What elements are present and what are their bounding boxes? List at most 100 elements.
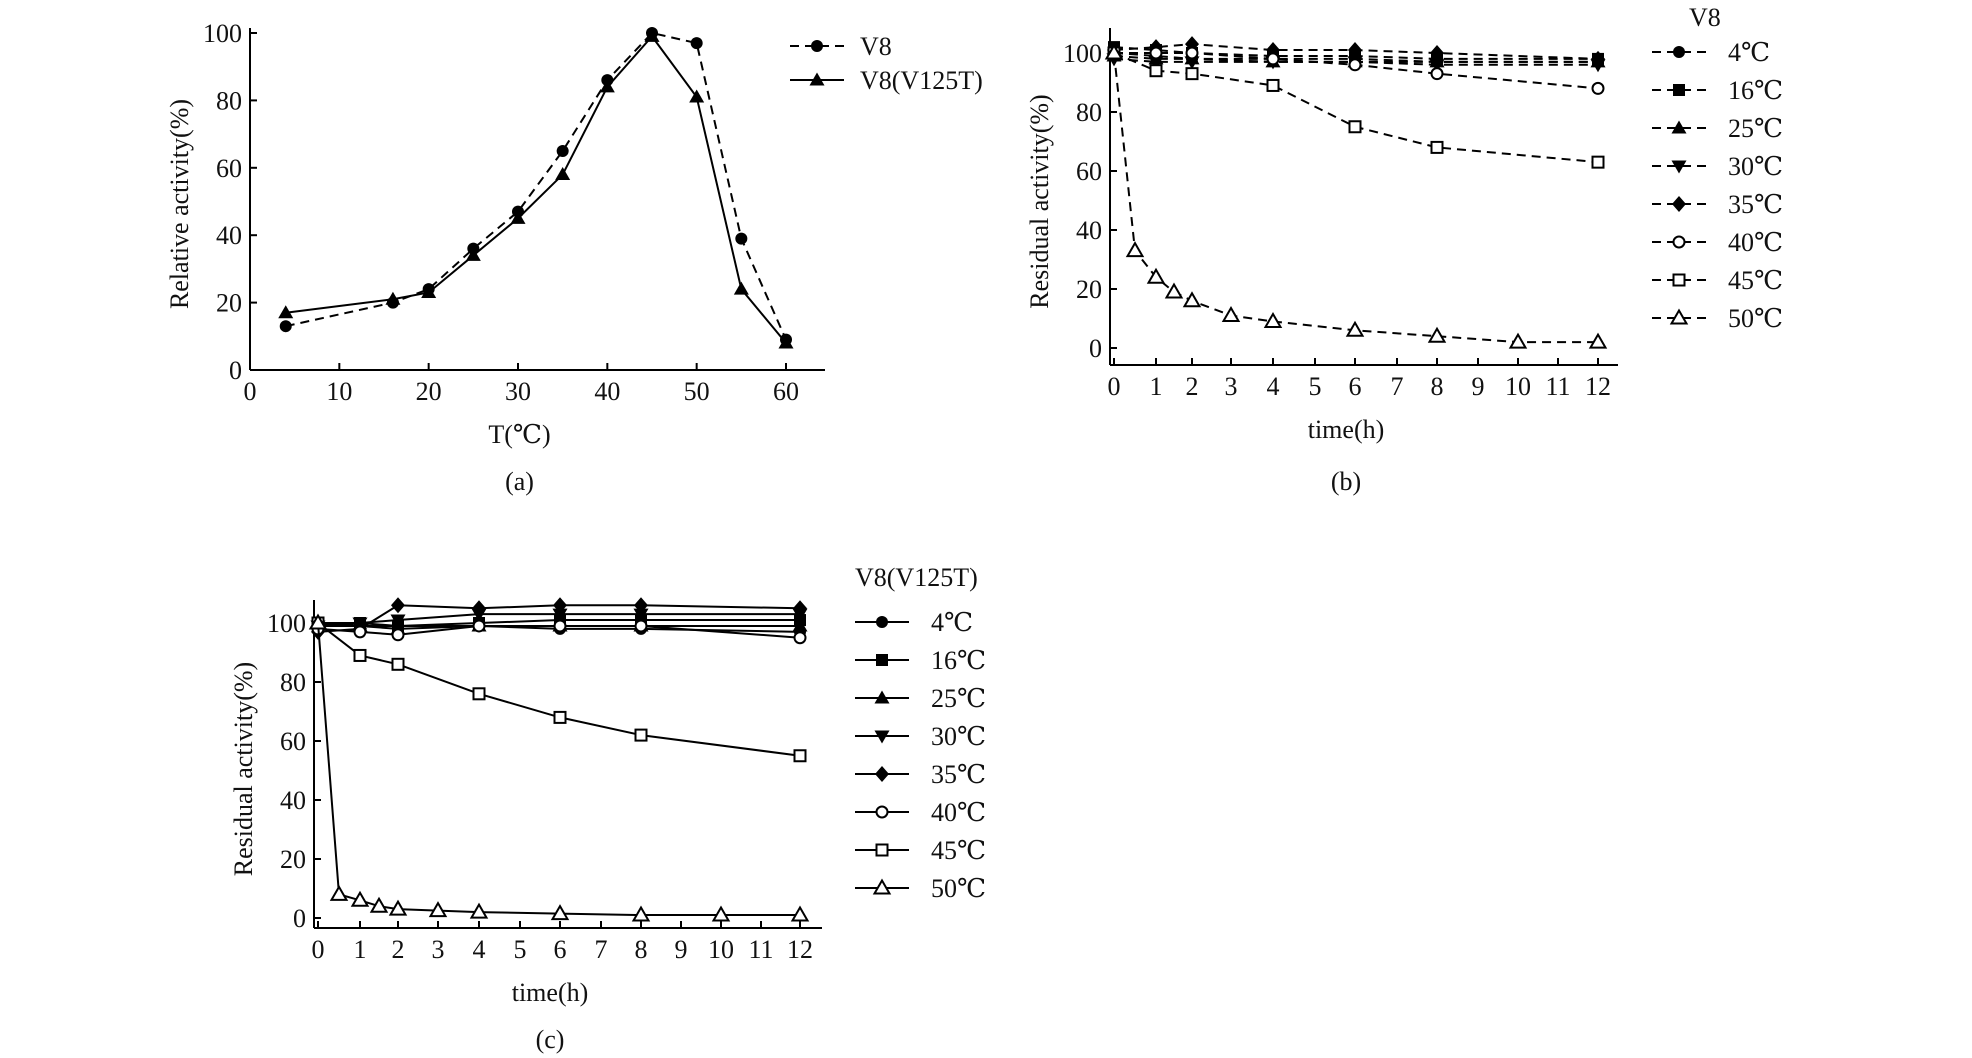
data-point xyxy=(633,608,649,622)
data-point xyxy=(1266,78,1280,92)
x-tick-label: 8 xyxy=(635,935,648,964)
y-tick-label: 60 xyxy=(216,154,242,183)
x-tick-label: 30 xyxy=(505,377,531,406)
data-point xyxy=(1591,81,1605,95)
x-axis-label: time(h) xyxy=(512,978,589,1007)
data-point xyxy=(1266,52,1280,66)
series-line xyxy=(285,31,787,341)
data-point xyxy=(1164,282,1184,299)
data-point xyxy=(778,335,794,349)
data-point xyxy=(390,614,406,628)
data-point xyxy=(1149,64,1163,78)
legend-marker xyxy=(1673,84,1685,96)
x-axis-label: T(℃) xyxy=(488,420,550,449)
legend: V8 V8(V125T) xyxy=(790,32,983,95)
x-tick-label: 10 xyxy=(1505,372,1531,401)
legend-label: 40℃ xyxy=(1728,228,1783,257)
data-point xyxy=(1125,241,1145,258)
x-tick-label: 2 xyxy=(1186,372,1199,401)
data-point xyxy=(1588,332,1608,349)
y-tick-label: 100 xyxy=(267,609,306,638)
x-tick-label: 12 xyxy=(787,935,813,964)
data-point xyxy=(1427,326,1447,343)
data-point xyxy=(793,631,807,645)
y-tick-label: 60 xyxy=(280,727,306,756)
x-tick-label: 12 xyxy=(1585,372,1611,401)
data-point xyxy=(1185,67,1199,81)
x-tick-label: 6 xyxy=(554,935,567,964)
y-tick-label: 80 xyxy=(216,86,242,115)
data-point xyxy=(690,37,703,50)
panel-label: (a) xyxy=(505,467,534,496)
legend-marker xyxy=(875,805,889,819)
data-point xyxy=(634,728,648,742)
legend: V8(V125T) 4℃ 16℃ 25℃ 30℃ 35℃ 40℃ 45℃ 50℃ xyxy=(855,563,986,903)
x-tick-label: 0 xyxy=(244,377,257,406)
data-point xyxy=(553,619,567,633)
legend-label: 16℃ xyxy=(931,646,986,675)
data-point xyxy=(388,899,408,916)
data-point xyxy=(1508,332,1528,349)
data-point xyxy=(1430,45,1444,61)
legend-marker xyxy=(875,843,889,857)
legend-label: 25℃ xyxy=(1728,114,1783,143)
legend-label: 50℃ xyxy=(1728,304,1783,333)
legend-marker xyxy=(811,40,823,52)
data-point xyxy=(793,600,807,617)
data-point xyxy=(733,281,749,295)
data-point xyxy=(391,628,405,642)
legend-label: 30℃ xyxy=(1728,152,1783,181)
legend-marker xyxy=(1673,46,1685,58)
data-point xyxy=(1148,56,1164,70)
x-tick-label: 3 xyxy=(1225,372,1238,401)
series-50℃ xyxy=(308,613,810,922)
x-tick-label: 5 xyxy=(514,935,527,964)
data-point xyxy=(421,284,437,298)
legend-marker xyxy=(874,690,890,704)
data-point xyxy=(369,896,389,913)
x-tick-label: 11 xyxy=(748,935,773,964)
data-point xyxy=(689,89,705,103)
legend-label: 25℃ xyxy=(931,684,986,713)
x-axis-label: time(h) xyxy=(1308,415,1385,444)
y-tick-label: 40 xyxy=(216,221,242,250)
legend-marker xyxy=(1672,235,1686,249)
data-point xyxy=(1429,59,1445,73)
series-V8(V125T) xyxy=(278,28,794,349)
legend-label: 45℃ xyxy=(1728,266,1783,295)
y-tick-label: 80 xyxy=(1076,98,1102,127)
data-point xyxy=(1184,56,1200,70)
data-point xyxy=(553,710,567,724)
data-point xyxy=(308,613,328,630)
x-tick-label: 50 xyxy=(684,377,710,406)
series-40℃ xyxy=(311,619,807,645)
y-tick-label: 40 xyxy=(1076,216,1102,245)
data-point xyxy=(1348,120,1362,134)
data-point xyxy=(644,28,660,42)
data-point xyxy=(428,901,448,918)
x-tick-label: 8 xyxy=(1431,372,1444,401)
x-tick-label: 11 xyxy=(1545,372,1570,401)
data-point xyxy=(279,320,292,333)
x-tick-label: 1 xyxy=(354,935,367,964)
legend-marker xyxy=(876,654,888,666)
x-tick-label: 40 xyxy=(594,377,620,406)
legend-label: V8 xyxy=(860,32,892,61)
y-tick-label: 20 xyxy=(1076,275,1102,304)
data-point xyxy=(1149,46,1163,60)
data-point xyxy=(1430,67,1444,81)
data-point xyxy=(1263,311,1283,328)
data-point xyxy=(278,305,294,319)
data-point xyxy=(350,890,370,907)
chart-panel-1: 0 20 40 60 80 100 0 10 20 30 40 50 60 T(℃) Relative ac… xyxy=(165,19,983,496)
x-tick-label: 20 xyxy=(416,377,442,406)
data-point xyxy=(353,625,367,639)
data-point xyxy=(550,904,570,921)
legend-marker xyxy=(872,878,892,895)
legend-marker xyxy=(1671,160,1687,174)
x-tick-label: 9 xyxy=(675,935,688,964)
x-tick-label: 10 xyxy=(326,377,352,406)
y-axis-label: Relative activity(%) xyxy=(165,99,194,309)
